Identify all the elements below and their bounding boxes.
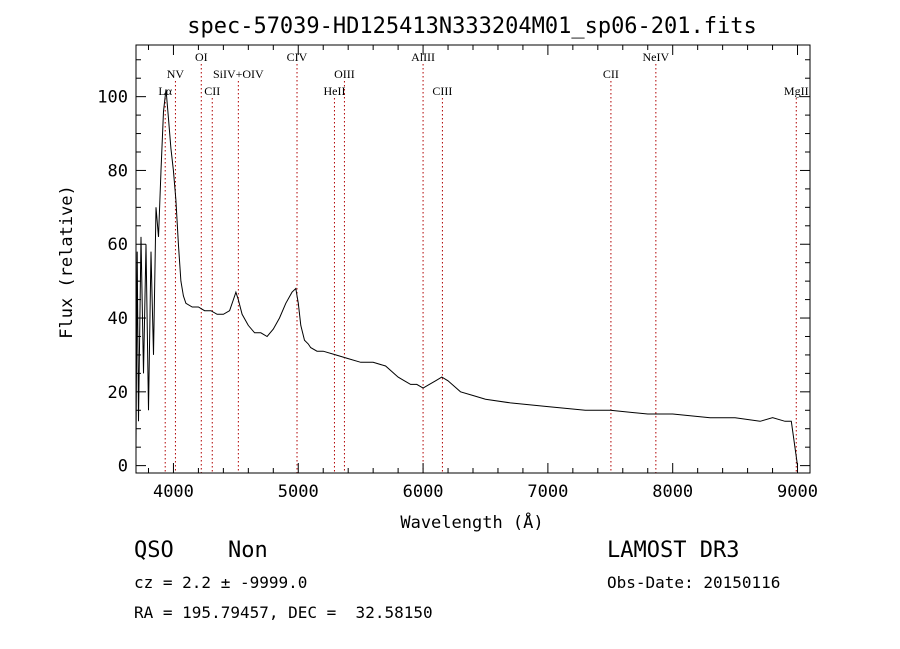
emission-line-label: SiIV+OIV	[213, 67, 264, 81]
x-tick-label: 9000	[777, 482, 818, 502]
emission-line-label: MgII	[784, 84, 809, 98]
y-tick-label: 40	[108, 309, 128, 329]
y-tick-label: 0	[118, 457, 128, 477]
emission-line-label: CII	[603, 67, 619, 81]
y-axis-label: Flux (relative)	[57, 185, 77, 339]
y-tick-label: 80	[108, 161, 128, 181]
x-tick-label: 8000	[652, 482, 693, 502]
axes: 4000 5000 6000 7000 8000 9000 0 20 40 60 80 100	[97, 44, 818, 502]
x-tick-label: 4000	[153, 482, 194, 502]
emission-line-label: OIII	[334, 67, 355, 81]
emission-line-label: AlIII	[411, 50, 435, 64]
x-tick-label: 6000	[403, 482, 444, 502]
y-tick-label: 100	[97, 88, 128, 108]
emission-line-label: OI	[195, 50, 208, 64]
emission-line-label: CIV	[287, 50, 308, 64]
y-tick-label: 20	[108, 383, 128, 403]
emission-line-label: NeIV	[643, 50, 670, 64]
chart-title: spec-57039-HD125413N333204M01_sp06-201.f…	[187, 14, 757, 39]
emission-lines-layer: LαNVOICIISiIV+OIVCIVHeIIOIIIAlIIICIIICII…	[158, 50, 809, 473]
x-axis-label: Wavelength (Å)	[400, 511, 543, 533]
class-label: QSO	[134, 538, 174, 563]
emission-line-label: HeII	[323, 84, 345, 98]
emission-line-label: CIII	[432, 84, 452, 98]
spectrum-line	[135, 89, 798, 466]
obs-date-text: Obs-Date: 20150116	[607, 573, 781, 592]
y-tick-label: 60	[108, 235, 128, 255]
emission-line-label: NV	[167, 67, 185, 81]
coordinates-text: RA = 195.79457, DEC = 32.58150	[134, 603, 433, 622]
redshift-text: cz = 2.2 ± -9999.0	[134, 573, 308, 592]
subclass-label: Non	[228, 538, 268, 563]
emission-line-label: CII	[204, 84, 220, 98]
x-tick-label: 7000	[527, 482, 568, 502]
plot-frame	[135, 44, 811, 474]
x-tick-label: 5000	[278, 482, 319, 502]
survey-label: LAMOST DR3	[607, 538, 740, 563]
